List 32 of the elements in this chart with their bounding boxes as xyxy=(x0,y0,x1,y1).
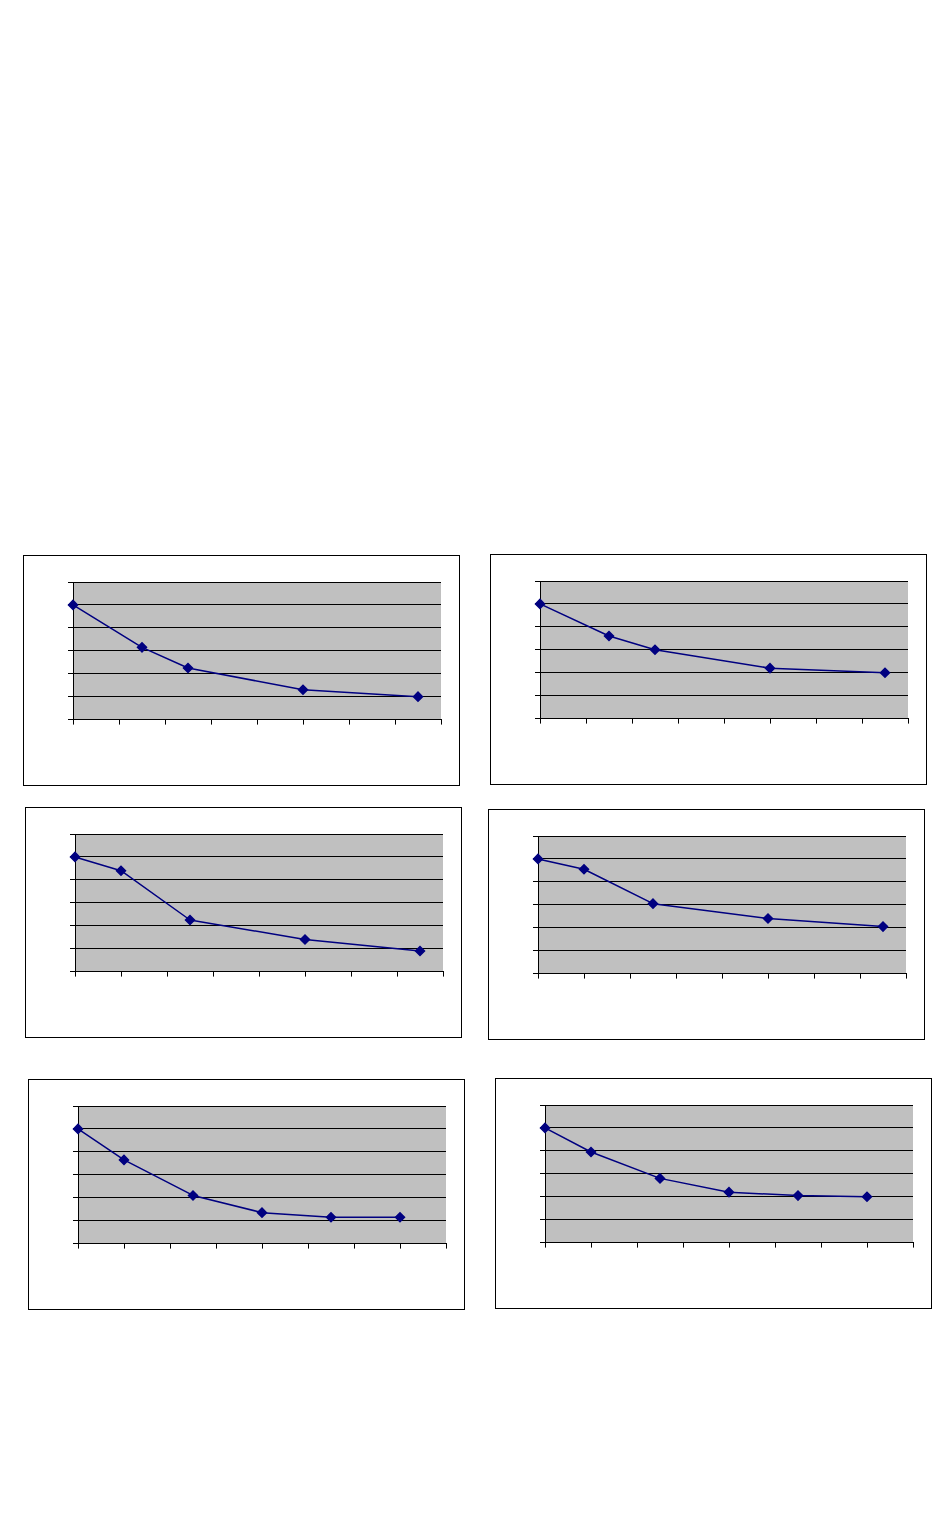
point xyxy=(877,921,889,932)
point xyxy=(585,1146,597,1158)
point xyxy=(578,864,590,875)
point xyxy=(69,851,81,863)
point xyxy=(72,1123,84,1135)
point xyxy=(187,1190,199,1201)
point xyxy=(136,642,148,653)
point xyxy=(182,662,194,674)
point xyxy=(299,934,311,945)
point xyxy=(764,662,776,674)
point xyxy=(532,853,544,865)
point xyxy=(184,914,196,926)
point xyxy=(412,691,424,702)
point xyxy=(879,667,891,678)
point xyxy=(649,644,661,656)
point xyxy=(792,1190,804,1201)
point xyxy=(861,1191,873,1202)
point xyxy=(762,913,774,924)
point xyxy=(394,1211,406,1223)
point xyxy=(118,1154,130,1166)
point xyxy=(603,630,615,642)
point xyxy=(325,1211,337,1223)
point xyxy=(414,945,426,957)
point xyxy=(297,684,309,696)
point xyxy=(654,1173,666,1184)
point xyxy=(723,1186,735,1198)
point xyxy=(67,599,79,611)
point xyxy=(539,1122,551,1134)
point xyxy=(534,598,546,610)
point xyxy=(256,1207,268,1218)
point xyxy=(115,865,127,876)
point xyxy=(647,898,659,909)
